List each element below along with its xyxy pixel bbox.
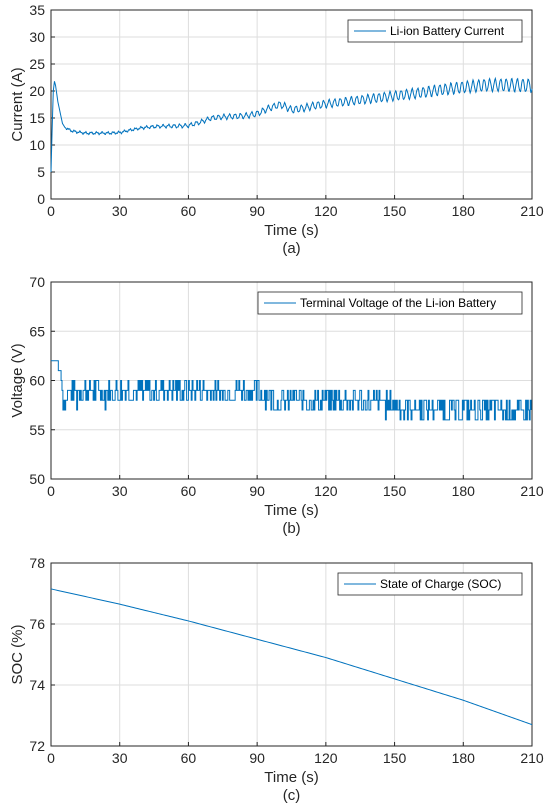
y-axis-ticks: 72 74 76 78 xyxy=(29,555,55,754)
y-axis-label: Current (A) xyxy=(9,67,26,141)
x-tick-label: 210 xyxy=(520,203,544,219)
x-tick-label: 0 xyxy=(47,203,55,219)
x-tick-label: 210 xyxy=(520,750,544,766)
y-tick-label: 55 xyxy=(29,422,45,438)
x-tick-label: 0 xyxy=(47,483,55,499)
y-tick-label: 65 xyxy=(29,323,45,339)
x-tick-label: 30 xyxy=(112,750,128,766)
x-tick-label: 120 xyxy=(314,483,338,499)
series-line-current xyxy=(50,76,533,173)
y-tick-label: 60 xyxy=(29,373,45,389)
y-axis-label: SOC (%) xyxy=(9,624,26,684)
x-axis-label: Time (s) xyxy=(264,502,318,519)
legend-box xyxy=(257,291,523,315)
x-axis-ticks: 0 30 60 90 120 150 180 210 xyxy=(47,195,544,219)
x-tick-label: 120 xyxy=(314,750,338,766)
y-tick-label: 5 xyxy=(37,164,45,180)
x-tick-label: 30 xyxy=(112,203,128,219)
y-tick-label: 70 xyxy=(29,274,45,290)
x-tick-label: 90 xyxy=(249,203,265,219)
panel-current: 0 30 60 90 120 150 180 210 0 5 10 15 20 25 30 35 Time … xyxy=(9,2,544,257)
legend-label: Terminal Voltage of the Li-ion Battery xyxy=(300,296,496,310)
x-tick-label: 180 xyxy=(452,483,476,499)
x-tick-label: 60 xyxy=(181,203,197,219)
x-tick-label: 150 xyxy=(383,483,407,499)
legend: State of Charge (SOC) xyxy=(337,572,523,596)
y-tick-label: 35 xyxy=(29,2,45,18)
y-tick-label: 10 xyxy=(29,137,45,153)
y-tick-label: 20 xyxy=(29,83,45,99)
x-tick-label: 90 xyxy=(249,750,265,766)
y-tick-label: 74 xyxy=(29,677,45,693)
x-tick-label: 90 xyxy=(249,483,265,499)
legend-label: Li-ion Battery Current xyxy=(390,24,505,38)
y-axis-ticks: 0 5 10 15 20 25 30 35 xyxy=(29,2,55,207)
y-tick-label: 50 xyxy=(29,471,45,487)
x-axis-label: Time (s) xyxy=(264,222,318,239)
y-tick-label: 72 xyxy=(29,738,45,754)
panel-soc: 0 30 60 90 120 150 180 210 72 74 76 78 Time (s) SO… xyxy=(9,555,544,804)
panel-caption: (a) xyxy=(282,240,300,257)
y-tick-label: 30 xyxy=(29,29,45,45)
x-tick-label: 150 xyxy=(383,750,407,766)
x-axis-ticks: 0 30 60 90 120 150 180 210 xyxy=(47,742,544,766)
legend: Li-ion Battery Current xyxy=(347,19,523,43)
x-axis-ticks: 0 30 60 90 120 150 180 210 xyxy=(47,475,544,499)
x-axis-label: Time (s) xyxy=(264,769,318,786)
plot-area xyxy=(50,9,533,200)
plot-area xyxy=(50,562,533,747)
legend-label: State of Charge (SOC) xyxy=(380,577,501,591)
y-tick-label: 0 xyxy=(37,191,45,207)
y-tick-label: 15 xyxy=(29,110,45,126)
x-tick-label: 60 xyxy=(181,483,197,499)
legend: Terminal Voltage of the Li-ion Battery xyxy=(257,291,523,315)
y-tick-label: 76 xyxy=(29,616,45,632)
y-axis-label: Voltage (V) xyxy=(9,343,26,417)
x-tick-label: 60 xyxy=(181,750,197,766)
panel-caption: (b) xyxy=(282,520,300,537)
panel-caption: (c) xyxy=(283,787,301,804)
legend-box xyxy=(337,572,523,596)
x-tick-label: 0 xyxy=(47,750,55,766)
x-tick-label: 120 xyxy=(314,203,338,219)
y-tick-label: 78 xyxy=(29,555,45,571)
x-tick-label: 150 xyxy=(383,203,407,219)
y-tick-label: 25 xyxy=(29,56,45,72)
legend-box xyxy=(347,19,523,43)
x-tick-label: 180 xyxy=(452,750,476,766)
y-axis-ticks: 50 55 60 65 70 xyxy=(29,274,55,487)
x-tick-label: 180 xyxy=(452,203,476,219)
series-line-voltage xyxy=(51,360,532,421)
series-line-soc xyxy=(50,588,533,726)
x-tick-label: 210 xyxy=(520,483,544,499)
x-tick-label: 30 xyxy=(112,483,128,499)
